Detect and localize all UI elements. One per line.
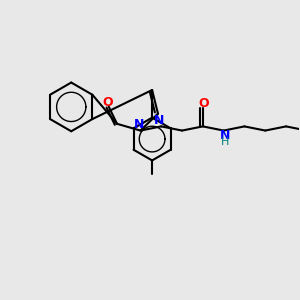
Text: O: O: [102, 96, 113, 109]
Text: N: N: [154, 114, 164, 127]
Text: N: N: [220, 129, 231, 142]
Text: N: N: [134, 118, 144, 131]
Text: H: H: [221, 137, 230, 147]
Text: O: O: [199, 97, 209, 110]
